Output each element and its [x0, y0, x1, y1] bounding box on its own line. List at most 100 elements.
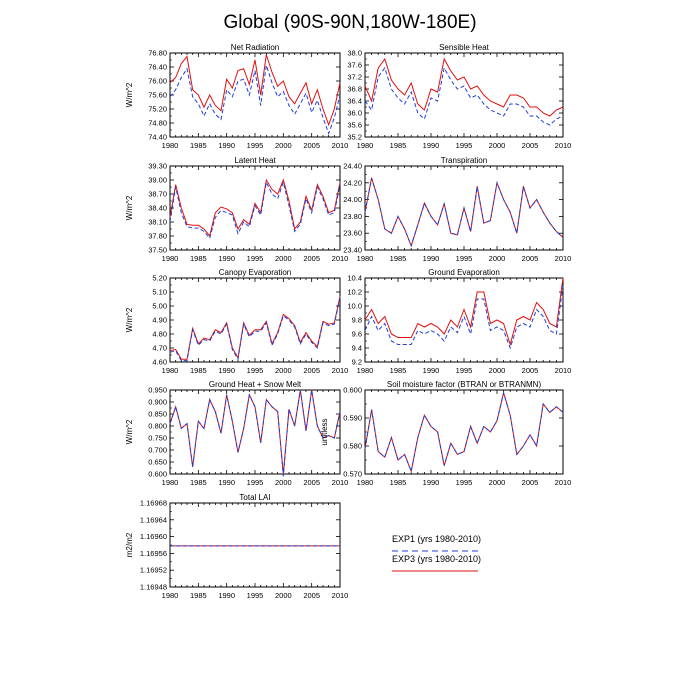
- x-tick-label: 1985: [390, 141, 407, 150]
- y-tick-label: 4.70: [152, 344, 167, 353]
- plot-frame: [169, 389, 341, 475]
- y-tick-label: 5.10: [152, 288, 167, 297]
- x-tick-label: 1980: [357, 366, 374, 375]
- series-line-exp1: [169, 389, 341, 477]
- x-tick-label: 2000: [275, 478, 292, 487]
- y-tick-label: 9.4: [352, 344, 362, 353]
- series-line-exp3: [169, 54, 341, 127]
- x-tick-label: 2000: [275, 141, 292, 150]
- x-tick-label: 2005: [303, 254, 320, 263]
- x-tick-label: 1980: [162, 478, 179, 487]
- y-tick-label: 0.590: [343, 414, 362, 423]
- y-tick-label: 76.80: [148, 49, 167, 58]
- series-line-exp3: [169, 178, 341, 238]
- y-tick-label: 76.40: [148, 63, 167, 72]
- y-tick-label: 0.950: [148, 386, 167, 395]
- y-tick-label: 4.90: [152, 316, 167, 325]
- y-tick-label: 24.40: [343, 162, 362, 171]
- y-tick-label: 75.20: [148, 105, 167, 114]
- legend-label-exp1: EXP1 (yrs 1980-2010): [392, 534, 481, 544]
- y-tick-label: 9.2: [352, 358, 362, 367]
- x-tick-label: 2010: [332, 591, 349, 600]
- series-line-exp3: [169, 296, 341, 360]
- x-tick-label: 2005: [522, 478, 539, 487]
- y-tick-label: 23.40: [343, 246, 362, 255]
- y-axis-label: unitless: [320, 418, 329, 445]
- x-tick-label: 1995: [456, 366, 473, 375]
- series-line-exp3: [169, 389, 341, 475]
- x-tick-label: 2005: [522, 141, 539, 150]
- x-tick-label: 2000: [275, 591, 292, 600]
- y-tick-label: 36.8: [347, 85, 362, 94]
- y-tick-label: 1.16952: [140, 566, 167, 575]
- x-tick-label: 2005: [303, 141, 320, 150]
- chart-panel-1: Sensible Heat 1980 1985 1990 1995 2000 2005 201…: [347, 43, 571, 150]
- x-tick-label: 1985: [190, 141, 207, 150]
- series-line-exp1: [364, 284, 564, 350]
- y-tick-label: 4.60: [152, 358, 167, 367]
- x-tick-label: 1985: [390, 254, 407, 263]
- x-tick-label: 1980: [162, 141, 179, 150]
- y-tick-label: 0.580: [343, 442, 362, 451]
- y-tick-label: 38.10: [148, 218, 167, 227]
- panel-title: Sensible Heat: [439, 43, 490, 52]
- y-tick-label: 36.4: [347, 97, 362, 106]
- y-tick-label: 0.750: [148, 434, 167, 443]
- series-line-exp3: [364, 390, 564, 473]
- x-tick-label: 2010: [332, 141, 349, 150]
- x-tick-label: 1995: [247, 591, 264, 600]
- x-tick-label: 1990: [218, 591, 235, 600]
- panels-container: Net Radiation 1980 1985 1990 1995 2000 2005 201…: [125, 43, 571, 600]
- y-tick-label: 0.600: [148, 470, 167, 479]
- x-tick-label: 1980: [162, 366, 179, 375]
- chart-panel-6: Ground Heat + Snow Melt 1980 1985 1990 1995 2…: [125, 380, 348, 487]
- y-axis-label: W/m^2: [125, 307, 134, 332]
- y-tick-label: 0.650: [148, 458, 167, 467]
- panel-title: Latent Heat: [234, 156, 276, 165]
- x-tick-label: 1990: [218, 366, 235, 375]
- series-line-exp1: [364, 178, 564, 248]
- x-tick-label: 1995: [456, 254, 473, 263]
- y-tick-label: 37.6: [347, 61, 362, 70]
- figure-title: Global (90S-90N,180W-180E): [223, 12, 476, 33]
- x-tick-label: 2000: [275, 366, 292, 375]
- y-tick-label: 0.850: [148, 410, 167, 419]
- y-tick-label: 23.60: [343, 229, 362, 238]
- series-line-exp3: [364, 57, 564, 117]
- x-tick-label: 1990: [423, 478, 440, 487]
- plot-frame: [364, 52, 564, 138]
- x-tick-label: 2000: [489, 254, 506, 263]
- y-tick-label: 36.0: [347, 109, 362, 118]
- x-tick-label: 1995: [247, 366, 264, 375]
- y-tick-label: 5.00: [152, 302, 167, 311]
- y-tick-label: 0.800: [148, 422, 167, 431]
- x-tick-label: 2010: [332, 478, 349, 487]
- panel-title: Net Radiation: [231, 43, 279, 52]
- plot-frame: [169, 165, 341, 251]
- x-tick-label: 1995: [247, 254, 264, 263]
- x-tick-label: 2010: [555, 478, 572, 487]
- y-tick-label: 38.40: [148, 204, 167, 213]
- y-tick-label: 1.16968: [140, 499, 167, 508]
- x-tick-label: 1980: [162, 254, 179, 263]
- y-tick-label: 0.700: [148, 446, 167, 455]
- y-tick-label: 35.2: [347, 133, 362, 142]
- series-line-exp1: [364, 66, 564, 126]
- y-tick-label: 9.6: [352, 330, 362, 339]
- x-tick-label: 1985: [190, 254, 207, 263]
- y-tick-label: 37.80: [148, 232, 167, 241]
- x-tick-label: 1990: [423, 366, 440, 375]
- series-line-exp3: [364, 277, 564, 347]
- plot-frame: [169, 52, 341, 138]
- y-tick-label: 1.16964: [140, 515, 167, 524]
- x-tick-label: 2005: [522, 366, 539, 375]
- chart-panel-8: Total LAI 1980 1985 1990 1995 2000 2005 2010 1.1…: [125, 493, 348, 600]
- x-tick-label: 1995: [247, 141, 264, 150]
- x-tick-label: 1980: [357, 478, 374, 487]
- x-tick-label: 2000: [489, 366, 506, 375]
- x-tick-label: 1990: [423, 141, 440, 150]
- plot-frame: [169, 502, 341, 588]
- y-tick-label: 38.0: [347, 49, 362, 58]
- panel-title: Canopy Evaporation: [219, 268, 292, 277]
- x-tick-label: 1980: [357, 254, 374, 263]
